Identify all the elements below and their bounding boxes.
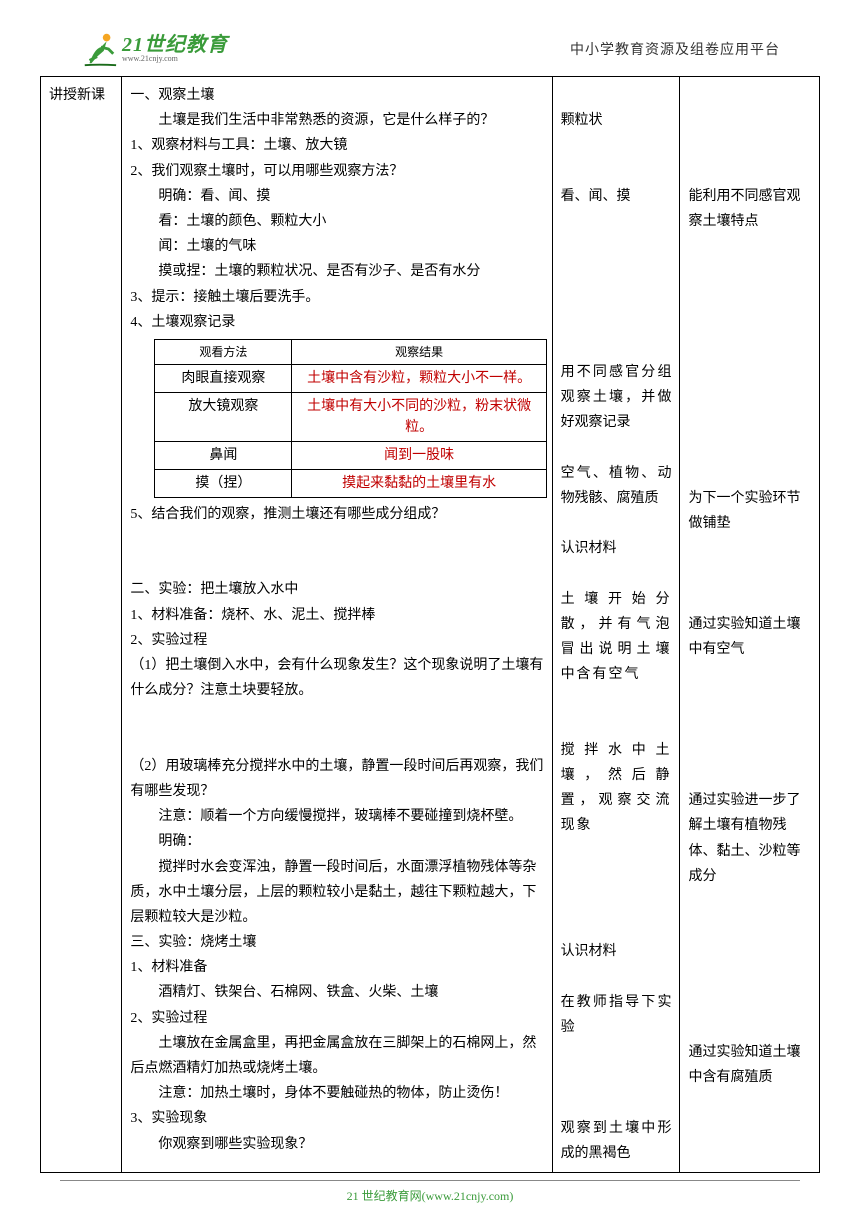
col4-p4: 通过实验进一步了解土壤有植物残体、黏土、沙粒等成分	[688, 788, 811, 889]
lesson-table: 讲授新课 一、观察土壤 土壤是我们生活中非常熟悉的资源，它是什么样子的？ 1、观…	[40, 76, 820, 1173]
observation-inner-table: 观看方法 观察结果 肉眼直接观察 土壤中含有沙粒，颗粒大小不一样。 放大镜观察 …	[154, 339, 547, 498]
sec1-l2b: 看：土壤的颜色、颗粒大小	[130, 209, 543, 234]
col4-p3: 通过实验知道土壤中有空气	[688, 612, 811, 662]
col3-p1: 颗粒状	[561, 108, 672, 133]
inner-r2c2: 土壤中有大小不同的沙粒，粉末状微粒。	[292, 392, 547, 441]
sec3-l3a: 你观察到哪些实验现象？	[130, 1132, 543, 1157]
sec1-l5: 5、结合我们的观察，推测土壤还有哪些成分组成？	[130, 502, 543, 527]
col4-p1: 能利用不同感官观察土壤特点	[688, 184, 811, 234]
inner-th1: 观看方法	[155, 339, 292, 364]
row-label-cell: 讲授新课	[41, 77, 122, 1173]
sec2-l2: 2、实验过程	[130, 628, 543, 653]
sec1-l2d: 摸或捏：土壤的颗粒状况、是否有沙子、是否有水分	[130, 259, 543, 284]
sec3-l3: 3、实验现象	[130, 1106, 543, 1131]
sec2-title: 二、实验：把土壤放入水中	[130, 577, 543, 602]
col3-p4: 空气、植物、动物残骸、腐殖质	[561, 461, 672, 511]
student-activity-cell: 颗粒状 看、闻、摸 用不同感官分组观察土壤，并做好观察记录 空气、植物、动物残骸…	[552, 77, 680, 1173]
sec1-l4: 4、土壤观察记录	[130, 310, 543, 335]
content-cell: 一、观察土壤 土壤是我们生活中非常熟悉的资源，它是什么样子的？ 1、观察材料与工…	[122, 77, 552, 1173]
sec2-l1: 1、材料准备：烧杯、水、泥土、搅拌棒	[130, 603, 543, 628]
header-right-text: 中小学教育资源及组卷应用平台	[570, 39, 780, 59]
design-intent-cell: 能利用不同感官观察土壤特点 为下一个实验环节做铺垫 通过实验知道土壤中有空气	[680, 77, 820, 1173]
sec1-l2c: 闻：土壤的气味	[130, 234, 543, 259]
inner-r1c2: 土壤中含有沙粒，颗粒大小不一样。	[292, 364, 547, 392]
sec2-l2b: （2）用玻璃棒充分搅拌水中的土壤，静置一段时间后再观察，我们有哪些发现？	[130, 754, 543, 804]
sec2-l2c: 注意：顺着一个方向缓慢搅拌，玻璃棒不要碰撞到烧杯壁。	[130, 804, 543, 829]
col3-p8: 认识材料	[561, 939, 672, 964]
inner-r4c1: 摸（捏）	[155, 469, 292, 497]
sec3-l1a: 酒精灯、铁架台、石棉网、铁盒、火柴、土壤	[130, 980, 543, 1005]
col3-p9: 在教师指导下实验	[561, 990, 672, 1040]
sec1-p1: 土壤是我们生活中非常熟悉的资源，它是什么样子的？	[130, 108, 543, 133]
sec3-l2a: 土壤放在金属盒里，再把金属盒放在三脚架上的石棉网上，然后点燃酒精灯加热或烧烤土壤…	[130, 1031, 543, 1081]
sec1-l1: 1、观察材料与工具：土壤、放大镜	[130, 133, 543, 158]
page-footer: 21 世纪教育网(www.21cnjy.com)	[60, 1180, 800, 1204]
col3-p6: 土壤开始分散，并有气泡冒出说明土壤中含有空气	[561, 587, 672, 688]
sec1-l2a: 明确：看、闻、摸	[130, 184, 543, 209]
col3-p3: 用不同感官分组观察土壤，并做好观察记录	[561, 360, 672, 436]
sec2-l2e: 搅拌时水会变浑浊，静置一段时间后，水面漂浮植物残体等杂质，水中土壤分层，上层的颗…	[130, 855, 543, 931]
sec2-l2a: （1）把土壤倒入水中，会有什么现象发生？这个现象说明了土壤有什么成分？注意土块要…	[130, 653, 543, 703]
logo-main-text: 21世纪教育	[122, 35, 228, 55]
inner-r1c1: 肉眼直接观察	[155, 364, 292, 392]
logo-sub-text: www.21cnjy.com	[122, 55, 228, 63]
runner-icon	[80, 30, 118, 68]
sec3-title: 三、实验：烧烤土壤	[130, 930, 543, 955]
page-header: 21世纪教育 www.21cnjy.com 中小学教育资源及组卷应用平台	[40, 30, 820, 68]
col4-p5: 通过实验知道土壤中含有腐殖质	[688, 1040, 811, 1090]
inner-r3c2: 闻到一股味	[292, 441, 547, 469]
col3-p2: 看、闻、摸	[561, 184, 672, 209]
sec1-l3: 3、提示：接触土壤后要洗手。	[130, 285, 543, 310]
sec3-l2b: 注意：加热土壤时，身体不要触碰热的物体，防止烫伤！	[130, 1081, 543, 1106]
col3-p10: 观察到土壤中形成的黑褐色	[561, 1116, 672, 1166]
sec1-l2: 2、我们观察土壤时，可以用哪些观察方法？	[130, 159, 543, 184]
inner-r2c1: 放大镜观察	[155, 392, 292, 441]
inner-th2: 观察结果	[292, 339, 547, 364]
col3-p7: 搅拌水中土壤，然后静置，观察交流现象	[561, 738, 672, 839]
col4-p2: 为下一个实验环节做铺垫	[688, 486, 811, 536]
sec3-l2: 2、实验过程	[130, 1006, 543, 1031]
inner-r4c2: 摸起来黏黏的土壤里有水	[292, 469, 547, 497]
inner-r3c1: 鼻闻	[155, 441, 292, 469]
sec1-title: 一、观察土壤	[130, 83, 543, 108]
col3-p5: 认识材料	[561, 536, 672, 561]
sec3-l1: 1、材料准备	[130, 955, 543, 980]
row-label: 讲授新课	[49, 88, 105, 103]
logo: 21世纪教育 www.21cnjy.com	[80, 30, 228, 68]
sec2-l2d: 明确：	[130, 829, 543, 854]
